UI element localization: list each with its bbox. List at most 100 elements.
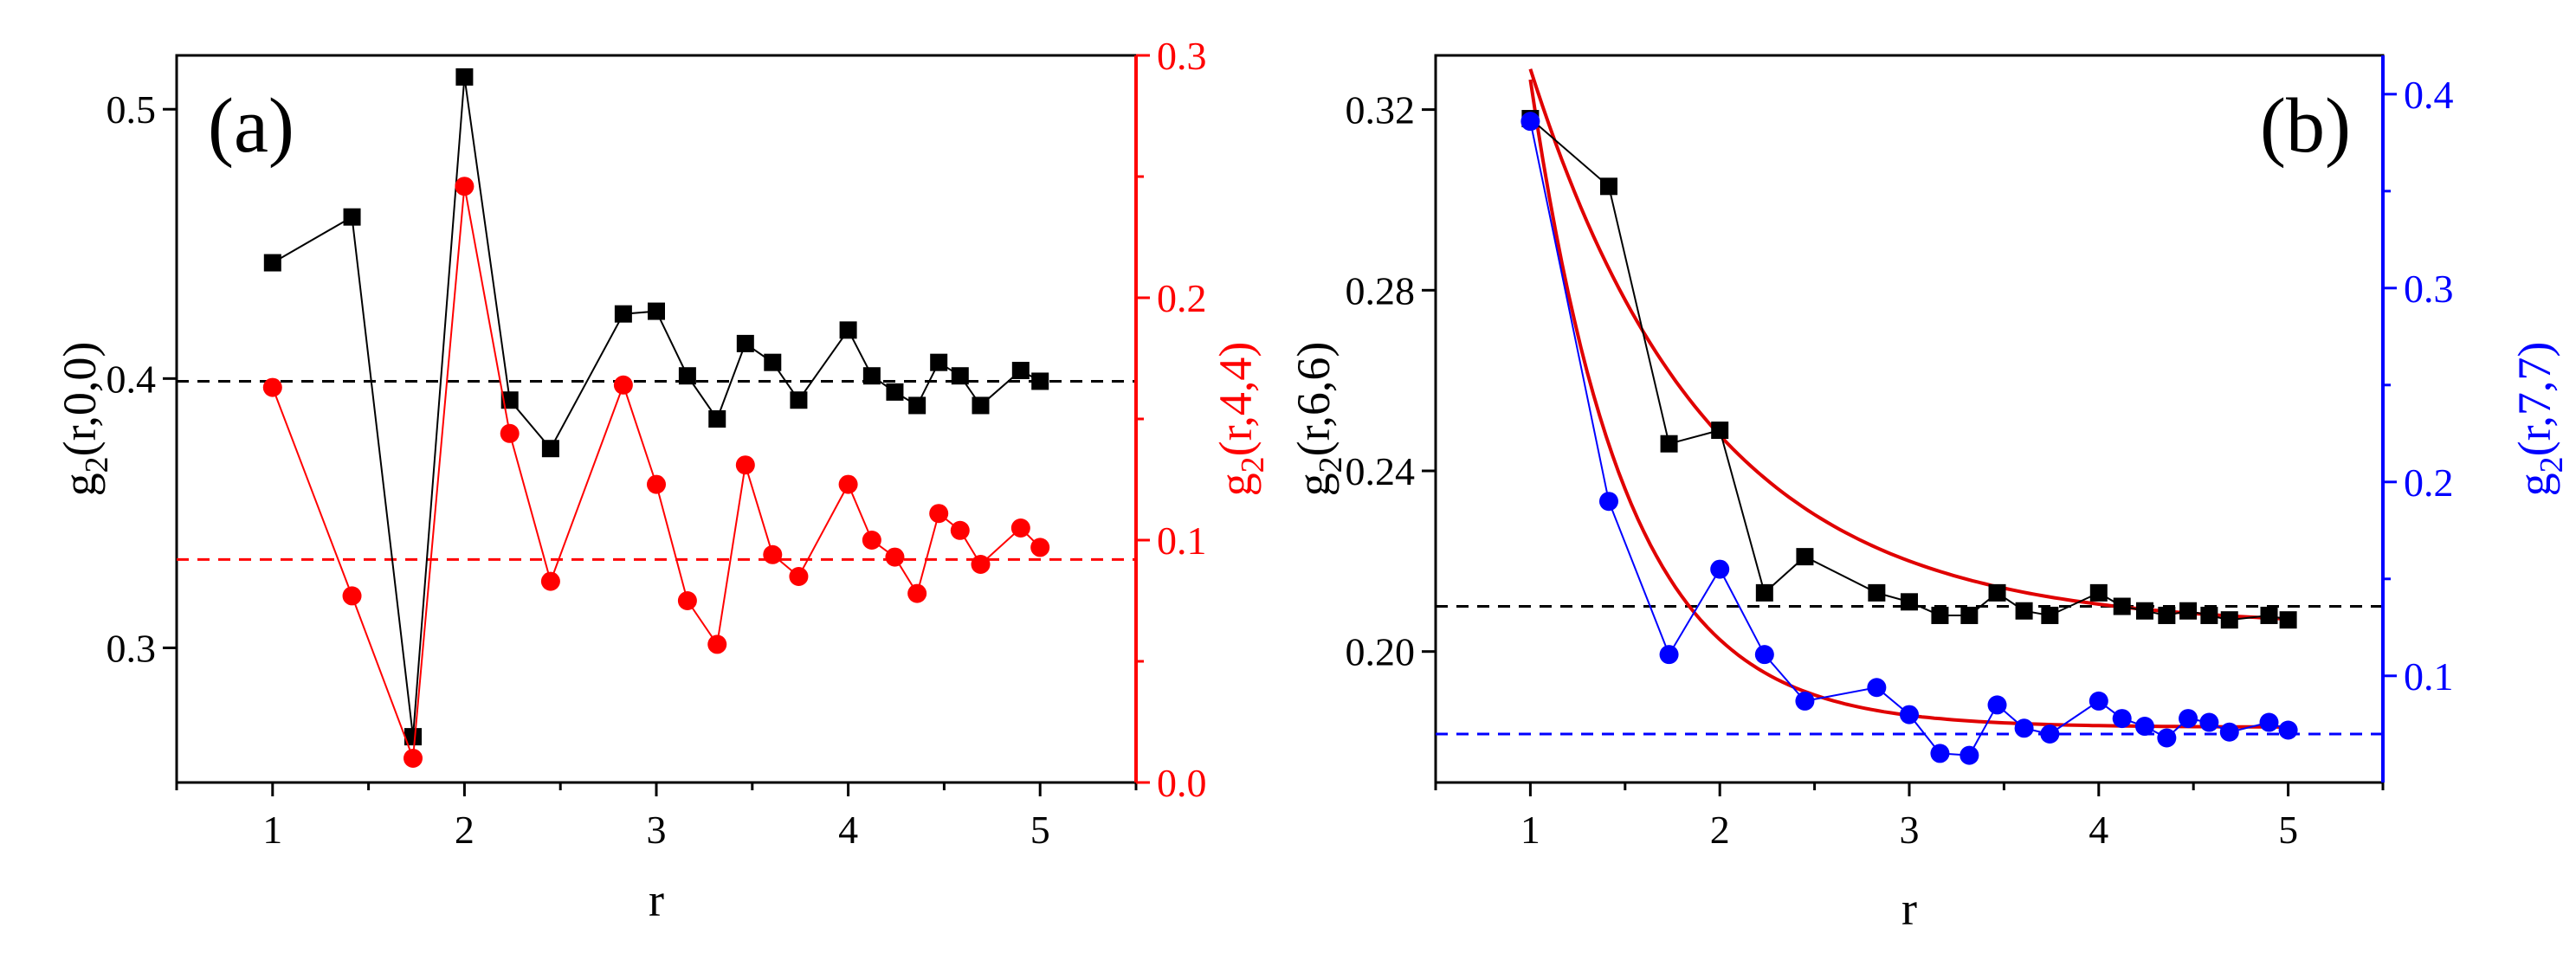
panel-a-series-0-point-3 [455,68,474,86]
panel-a-y2-tick-label-1: 0.1 [1157,518,1207,563]
panel-a-series-1-point-5 [540,571,560,591]
panel-b-series-1-point-17 [2179,709,2198,729]
panel-b-series-0-point-18 [2200,606,2218,624]
panel-b-y-tick-label-2: 0.28 [1346,268,1416,312]
panel-a-y-tick-label-2: 0.5 [107,87,157,132]
panel-a-series-1-point-1 [342,586,362,606]
panel-a-series-0-point-9 [708,410,726,428]
panel-a-x-tick-label-2: 3 [647,808,667,852]
panel-a-series-1-point-18 [950,520,970,540]
panel-a-axes: 1 2 3 4 5 0.3 0.4 0.5 0.0 0.1 0.2 0.3 [107,34,1207,852]
panel-b-y2-axis-label: g2(r,7,7) [2508,342,2570,497]
panel-b-series-1-point-8 [1930,744,1950,763]
panel-a-series-0-point-12 [790,391,808,409]
panel-a-series-0-point-4 [500,391,519,409]
panel-a-y-tick-label-0: 0.3 [107,626,157,670]
panel-b-series-0-point-14 [2113,597,2131,615]
panel-b-series-1-point-6 [1867,678,1887,698]
panel-b-y2-tick-label-2: 0.3 [2404,267,2454,311]
panel-a-series-1-point-17 [929,504,949,524]
panel-b-series-0-point-8 [1931,606,1949,624]
panel-a-series-1-point-0 [262,377,282,397]
panel-b-series-0-point-19 [2220,611,2238,629]
panel-b-series-1-point-9 [1959,745,1979,765]
panel-b-series-1-point-16 [2157,728,2177,748]
panel-b-series-0-point-15 [2135,602,2153,620]
panel-b-series-1-point-2 [1659,645,1679,665]
panel-a-series-1-point-15 [885,547,905,567]
panel-a-series-1-point-9 [707,634,727,654]
panel-a-label: (a) [208,83,294,169]
panel-a-series-1-point-7 [647,474,666,494]
panel-b-series-0-point-4 [1755,583,1773,602]
panel-b-x-tick-label-1: 2 [1710,808,1730,852]
panel-a-series-0-point-20 [1011,362,1030,379]
panel-a-series-1-point-4 [500,423,520,443]
panel-a-series-1-point-13 [838,474,858,494]
panel-b-series-1-point-12 [2040,724,2060,744]
panel-a-series-0-point-21 [1031,372,1049,390]
panel-a-series-1-point-19 [971,555,991,574]
panel-b-series-0-point-2 [1660,435,1678,453]
panel-b-y-tick-label-3: 0.32 [1346,88,1416,132]
panel-b-y-tick-label-0: 0.20 [1346,630,1416,674]
panel-b-series-1-point-10 [1987,695,2007,715]
panel-b-series-1-point-18 [2199,712,2219,732]
panel-a-series-1-point-8 [677,591,697,610]
panel-a-series-0-point-10 [736,334,754,352]
panel-b-y-axis-label: g2(r,6,6) [1288,342,1349,497]
panel-b-y2-tick-label-3: 0.4 [2404,73,2454,117]
panel-a-series-0-point-15 [886,383,904,401]
panel-b-series-1-point-13 [2089,691,2108,711]
panel-b-series-0-point-9 [1960,606,1979,624]
panel-a-series-0-point-19 [972,396,990,415]
panel-b-x-tick-label-0: 1 [1520,808,1540,852]
panel-b-series-0-point-10 [1988,583,2006,602]
panel-a-series-0-point-14 [862,367,881,385]
panel-a-y-tick-label-1: 0.4 [107,357,157,401]
panel-b-series-0-point-12 [2041,606,2059,624]
panel-b-x-axis-label: r [1901,883,1917,935]
panel-b-marks [1436,68,2383,765]
panel-a-series-0-point-11 [764,353,782,371]
panel-b-series-0-point-13 [2089,583,2108,602]
panel-b-series-1-point-11 [2014,718,2034,738]
panel-a-x-tick-label-1: 2 [455,808,475,852]
panel-b-series-1-point-19 [2219,722,2239,742]
panel-b-series-1-point-4 [1754,645,1774,665]
panel-a-series-0-point-8 [678,367,696,385]
panel-a-x-tick-label-4: 5 [1030,808,1050,852]
panel-b-series-1-point-1 [1598,492,1618,512]
panel-b-label: (b) [2260,83,2351,169]
panel-a-series-1-point-3 [455,177,475,196]
panel-a-x-tick-label-3: 4 [838,808,858,852]
panel-a-x-tick-label-0: 1 [262,808,282,852]
panel-a-series-1-point-20 [1010,518,1030,538]
panel-b-y2-tick-label-1: 0.2 [2404,460,2454,505]
panel-b-x-tick-label-2: 3 [1900,808,1920,852]
panel-a-series-0-line [272,76,1041,737]
panel-a: (a) 1 2 3 4 5 0.3 0.4 0.5 0.0 0.1 0.2 0.3 r g2(r,0,… [54,34,1271,926]
panel-b-axes: 1 2 3 4 5 0.20 0.24 0.28 0.32 0.1 0.2 0.3 0.4 [1346,55,2454,852]
panel-b-series-0-line [1529,118,2289,621]
panel-b-series-1-point-14 [2112,709,2132,729]
panel-b-series-0-point-1 [1599,177,1617,196]
panel-a-series-0-point-2 [404,728,423,746]
panel-b-y-tick-label-1: 0.24 [1346,449,1416,493]
panel-b-series-1-point-0 [1520,112,1540,132]
panel-b-series-0-point-21 [2279,611,2297,629]
panel-b-x-tick-label-4: 5 [2278,808,2298,852]
panel-a-series-0-point-13 [839,321,857,339]
panel-a-series-0-point-17 [930,353,948,371]
panel-a-series-0-point-1 [343,208,361,226]
panel-a-series-1-point-16 [907,583,927,603]
panel-b-series-0-point-3 [1711,422,1729,440]
panel-b-series-1-point-3 [1710,559,1730,579]
panel-a-y2-tick-label-0: 0.0 [1157,761,1207,805]
panel-a-series-1-point-12 [789,567,809,586]
panel-b-series-1-line [1529,120,2289,757]
panel-a-series-1-line [271,186,1041,759]
panel-a-series-0-point-6 [614,305,632,323]
